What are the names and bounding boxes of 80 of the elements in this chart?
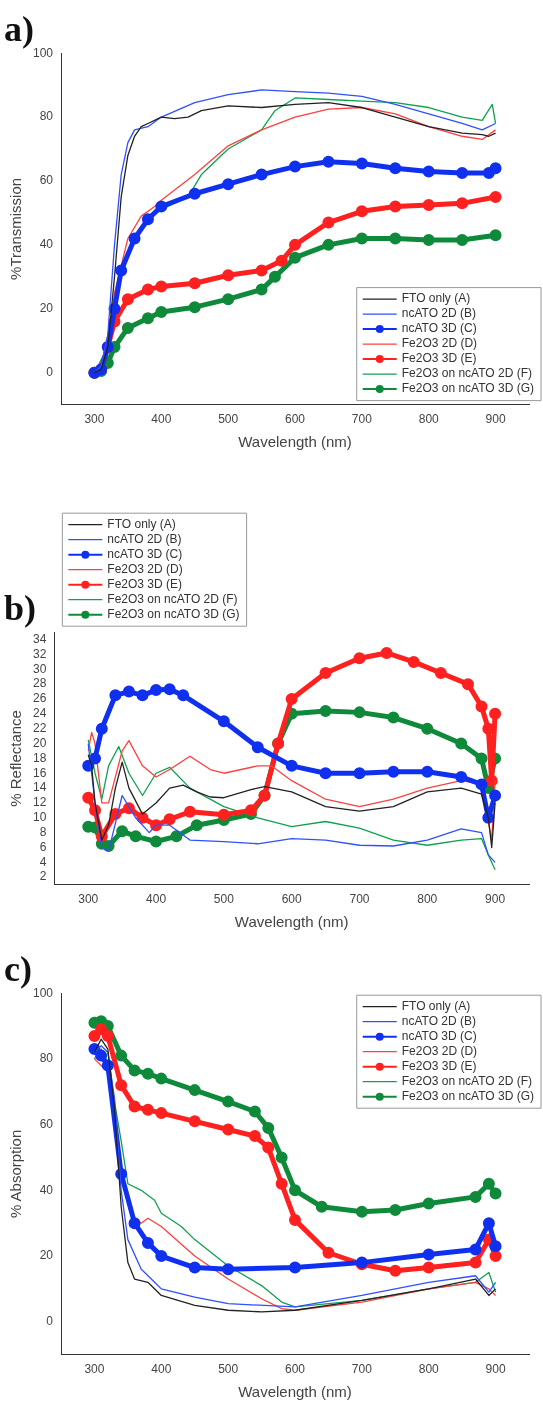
y-tick-label: 20 xyxy=(39,301,54,316)
legend-label: FTO only (A) xyxy=(401,291,471,306)
y-tick-label: 80 xyxy=(39,1051,54,1066)
x-tick-label: 800 xyxy=(418,412,440,427)
legend-label: ncATO 2D (B) xyxy=(107,532,182,547)
y-tick-label: 18 xyxy=(32,750,47,765)
y-tick-label: 34 xyxy=(32,631,47,646)
y-tick-label: 32 xyxy=(32,646,47,661)
chart-title: b) xyxy=(4,587,37,628)
y-tick-label: 10 xyxy=(32,810,47,825)
y-tick-label: 8 xyxy=(39,824,47,839)
y-axis-title: % Reflectance xyxy=(7,710,25,807)
x-tick-label: 500 xyxy=(218,412,239,427)
y-tick-label: 4 xyxy=(39,854,47,869)
y-axis-title: % Absorption xyxy=(7,1129,25,1219)
legend-label: FTO only (A) xyxy=(401,999,471,1014)
x-tick-label: 400 xyxy=(146,892,167,907)
legend-label: ncATO 3D (C) xyxy=(401,1029,477,1044)
x-tick-label: 600 xyxy=(285,1362,306,1377)
legend-label: Fe2O3 3D (E) xyxy=(401,1059,477,1074)
y-tick-label: 20 xyxy=(39,1248,54,1263)
y-tick-label: 20 xyxy=(32,735,47,750)
legend-label: Fe2O3 2D (D) xyxy=(107,562,183,577)
x-tick-label: 600 xyxy=(281,892,303,907)
x-tick-label: 500 xyxy=(213,892,235,907)
y-tick-label: 40 xyxy=(39,237,54,252)
y-tick-label: 60 xyxy=(39,173,54,188)
y-tick-label: 0 xyxy=(46,1314,54,1329)
y-tick-label: 16 xyxy=(32,765,47,780)
y-tick-label: 22 xyxy=(32,721,47,736)
chart-title: c) xyxy=(4,948,32,989)
x-tick-label: 600 xyxy=(285,412,306,427)
y-axis-title: %Transmission xyxy=(7,177,25,280)
x-tick-label: 900 xyxy=(485,412,506,427)
y-tick-label: 24 xyxy=(32,706,47,721)
legend-label: Fe2O3 on ncATO 2D (F) xyxy=(401,1074,532,1089)
legend-label: Fe2O3 on ncATO 3D (G) xyxy=(401,381,535,396)
x-axis-title: Wavelength (nm) xyxy=(238,1383,352,1401)
legend-label: Fe2O3 3D (E) xyxy=(401,351,477,366)
x-tick-label: 700 xyxy=(351,412,373,427)
x-axis-title: Wavelength (nm) xyxy=(234,913,349,931)
legend-label: Fe2O3 2D (D) xyxy=(401,1044,478,1059)
legend-label: Fe2O3 on ncATO 3D (G) xyxy=(107,607,240,622)
legend-label: Fe2O3 3D (E) xyxy=(107,577,183,592)
chart-title: a) xyxy=(4,8,34,49)
legend-label: Fe2O3 on ncATO 3D (G) xyxy=(401,1089,535,1104)
x-tick-label: 300 xyxy=(78,892,99,907)
y-tick-label: 100 xyxy=(32,985,54,1000)
y-tick-label: 26 xyxy=(32,691,47,706)
x-tick-label: 900 xyxy=(485,1362,506,1377)
legend-label: Fe2O3 on ncATO 2D (F) xyxy=(107,592,238,607)
y-tick-label: 40 xyxy=(39,1182,54,1197)
y-tick-label: 14 xyxy=(32,780,47,795)
x-tick-label: 700 xyxy=(351,1362,373,1377)
x-axis-title: Wavelength (nm) xyxy=(238,433,352,451)
y-tick-label: 80 xyxy=(39,109,54,124)
x-tick-label: 300 xyxy=(84,1362,105,1377)
legend-label: Fe2O3 2D (D) xyxy=(401,336,478,351)
y-tick-label: 6 xyxy=(39,839,47,854)
x-tick-label: 700 xyxy=(349,892,370,907)
y-tick-label: 60 xyxy=(39,1116,54,1131)
x-tick-label: 500 xyxy=(218,1362,239,1377)
x-tick-label: 800 xyxy=(418,1362,440,1377)
legend-label: FTO only (A) xyxy=(107,517,176,532)
x-tick-label: 400 xyxy=(151,412,172,427)
legend-label: ncATO 2D (B) xyxy=(401,1014,476,1029)
y-tick-label: 100 xyxy=(32,45,54,60)
y-tick-label: 28 xyxy=(32,676,47,691)
x-tick-label: 300 xyxy=(84,412,105,427)
legend-label: ncATO 3D (C) xyxy=(107,547,183,562)
legend-label: Fe2O3 on ncATO 2D (F) xyxy=(401,366,532,381)
x-tick-label: 900 xyxy=(485,892,506,907)
y-tick-label: 30 xyxy=(32,661,47,676)
legend-label: ncATO 3D (C) xyxy=(401,321,477,336)
y-tick-label: 2 xyxy=(39,869,47,884)
legend-label: ncATO 2D (B) xyxy=(401,306,476,321)
y-tick-label: 12 xyxy=(32,795,47,810)
y-tick-label: 0 xyxy=(46,364,54,379)
x-tick-label: 800 xyxy=(417,892,438,907)
x-tick-label: 400 xyxy=(151,1362,172,1377)
